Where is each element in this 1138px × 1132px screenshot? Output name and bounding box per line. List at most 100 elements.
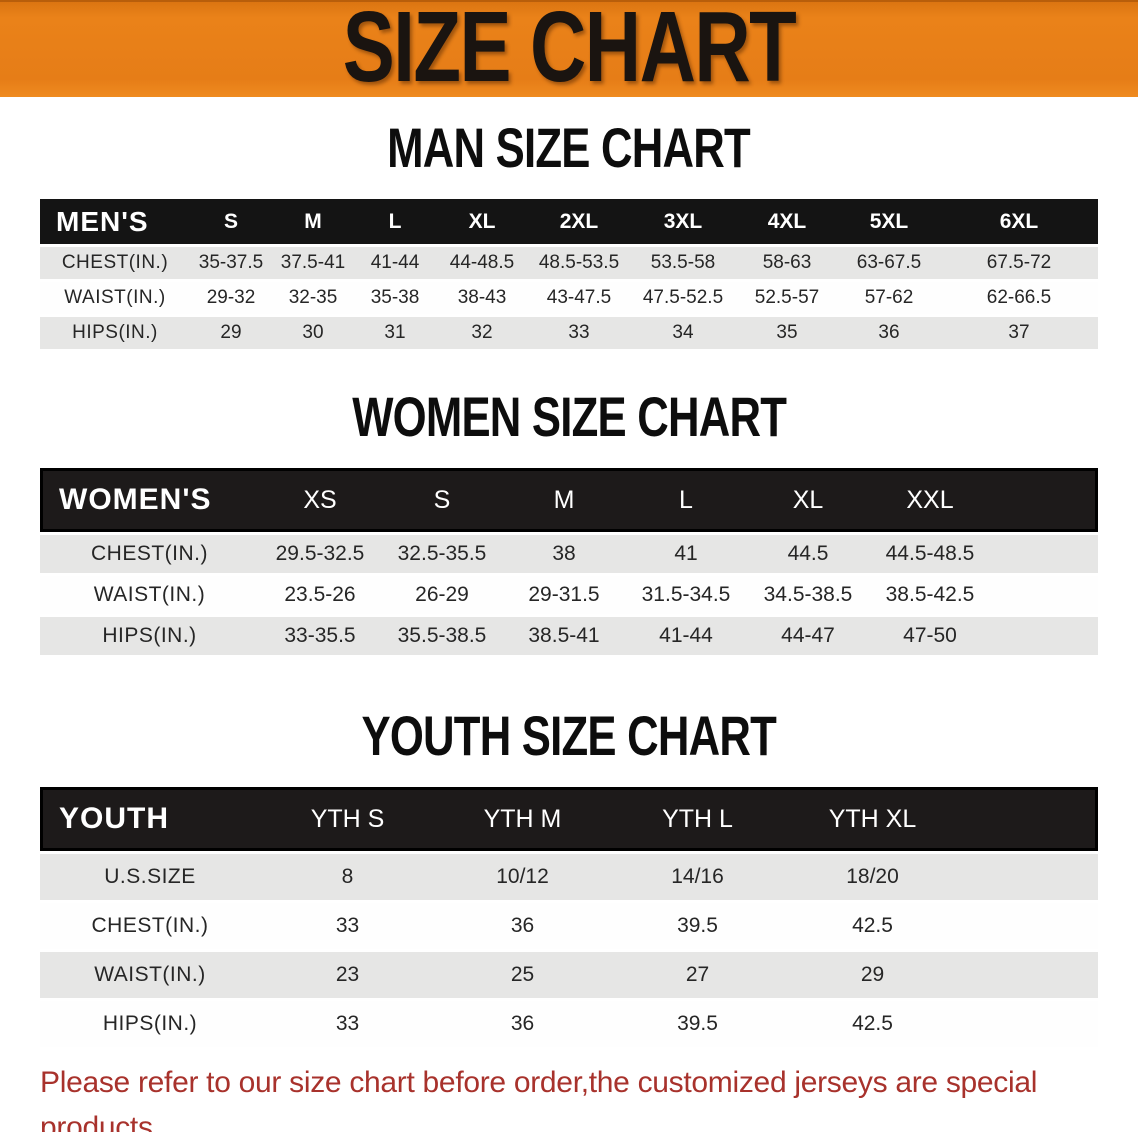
value-cell: 39.5 bbox=[610, 1001, 785, 1047]
value-cell: 53.5-58 bbox=[630, 247, 736, 279]
size-header-cell: YTH XL bbox=[785, 787, 960, 851]
youth-section-heading-text: YOUTH SIZE CHART bbox=[361, 704, 777, 767]
value-cell: 39.5 bbox=[610, 903, 785, 949]
size-header-cell: M bbox=[272, 199, 354, 244]
banner-title: SIZE CHART bbox=[342, 0, 797, 97]
value-cell: 26-29 bbox=[381, 576, 503, 614]
value-cell: 42.5 bbox=[785, 1001, 960, 1047]
value-cell: 36 bbox=[838, 317, 940, 349]
value-cell: 44.5 bbox=[747, 535, 869, 573]
value-cell: 62-66.5 bbox=[940, 282, 1098, 314]
value-cell: 36 bbox=[435, 903, 610, 949]
youth-section-heading: YOUTH SIZE CHART bbox=[0, 708, 1138, 764]
filler-cell bbox=[991, 576, 1098, 614]
value-cell: 33 bbox=[260, 903, 435, 949]
value-cell: 29 bbox=[190, 317, 272, 349]
men-section-heading-text: MAN SIZE CHART bbox=[387, 116, 752, 179]
row-label-cell: U.S.SIZE bbox=[40, 854, 260, 900]
men-table-wrap: MEN'S S M L XL 2XL 3XL 4XL 5XL 6XL CHEST(IN.) 35-37… bbox=[40, 196, 1098, 352]
men-size-table: MEN'S S M L XL 2XL 3XL 4XL 5XL 6XL CHEST(IN.) 35-37… bbox=[40, 196, 1098, 352]
value-cell: 42.5 bbox=[785, 903, 960, 949]
value-cell: 57-62 bbox=[838, 282, 940, 314]
value-cell: 35-37.5 bbox=[190, 247, 272, 279]
size-header-cell: 2XL bbox=[528, 199, 630, 244]
value-cell: 23 bbox=[260, 952, 435, 998]
value-cell: 27 bbox=[610, 952, 785, 998]
table-row: WAIST(IN.) 23 25 27 29 bbox=[40, 952, 1098, 998]
row-label-cell: WAIST(IN.) bbox=[40, 952, 260, 998]
youth-section: YOUTH SIZE CHART YOUTH YTH S YTH M YTH L YTH… bbox=[0, 708, 1138, 1050]
size-header-cell: M bbox=[503, 468, 625, 532]
value-cell: 47.5-52.5 bbox=[630, 282, 736, 314]
value-cell: 37.5-41 bbox=[272, 247, 354, 279]
value-cell: 35-38 bbox=[354, 282, 436, 314]
value-cell: 32 bbox=[436, 317, 528, 349]
value-cell: 47-50 bbox=[869, 617, 991, 655]
size-header-cell: YTH S bbox=[260, 787, 435, 851]
value-cell: 23.5-26 bbox=[259, 576, 381, 614]
men-section: MAN SIZE CHART MEN'S S M L XL 2XL 3XL 4XL 5XL 6XL… bbox=[0, 120, 1138, 352]
filler-cell bbox=[960, 854, 1098, 900]
women-section-heading-text: WOMEN SIZE CHART bbox=[351, 385, 787, 448]
value-cell: 67.5-72 bbox=[940, 247, 1098, 279]
men-section-heading: MAN SIZE CHART bbox=[0, 120, 1138, 176]
value-cell: 44-47 bbox=[747, 617, 869, 655]
filler-cell bbox=[960, 903, 1098, 949]
row-label-cell: CHEST(IN.) bbox=[40, 247, 190, 279]
filler-cell bbox=[991, 535, 1098, 573]
table-row: CHEST(IN.) 35-37.5 37.5-41 41-44 44-48.5 48.5… bbox=[40, 247, 1098, 279]
row-label-cell: HIPS(IN.) bbox=[40, 1001, 260, 1047]
value-cell: 38.5-42.5 bbox=[869, 576, 991, 614]
value-cell: 31 bbox=[354, 317, 436, 349]
size-header-cell: XL bbox=[747, 468, 869, 532]
value-cell: 52.5-57 bbox=[736, 282, 838, 314]
value-cell: 48.5-53.5 bbox=[528, 247, 630, 279]
value-cell: 38.5-41 bbox=[503, 617, 625, 655]
value-cell: 32.5-35.5 bbox=[381, 535, 503, 573]
size-header-cell: XL bbox=[436, 199, 528, 244]
table-row: U.S.SIZE 8 10/12 14/16 18/20 bbox=[40, 854, 1098, 900]
value-cell: 38 bbox=[503, 535, 625, 573]
value-cell: 44.5-48.5 bbox=[869, 535, 991, 573]
value-cell: 38-43 bbox=[436, 282, 528, 314]
size-header-cell: S bbox=[381, 468, 503, 532]
filler-cell bbox=[960, 1001, 1098, 1047]
filler-cell bbox=[960, 787, 1098, 851]
table-row: HIPS(IN.) 33 36 39.5 42.5 bbox=[40, 1001, 1098, 1047]
value-cell: 31.5-34.5 bbox=[625, 576, 747, 614]
table-row: CHEST(IN.) 33 36 39.5 42.5 bbox=[40, 903, 1098, 949]
size-header-cell: L bbox=[625, 468, 747, 532]
value-cell: 35 bbox=[736, 317, 838, 349]
value-cell: 8 bbox=[260, 854, 435, 900]
table-row: HIPS(IN.) 33-35.5 35.5-38.5 38.5-41 41-44 44-… bbox=[40, 617, 1098, 655]
filler-cell bbox=[991, 617, 1098, 655]
size-header-cell: 3XL bbox=[630, 199, 736, 244]
women-size-table: WOMEN'S XS S M L XL XXL CHEST(IN.) 29.5-32.5 32.5… bbox=[40, 465, 1098, 658]
value-cell: 29.5-32.5 bbox=[259, 535, 381, 573]
value-cell: 58-63 bbox=[736, 247, 838, 279]
row-label-cell: WAIST(IN.) bbox=[40, 576, 259, 614]
value-cell: 44-48.5 bbox=[436, 247, 528, 279]
size-header-cell: YTH M bbox=[435, 787, 610, 851]
value-cell: 29-31.5 bbox=[503, 576, 625, 614]
table-row: CHEST(IN.) 29.5-32.5 32.5-35.5 38 41 44.5 44.5… bbox=[40, 535, 1098, 573]
row-label-cell: HIPS(IN.) bbox=[40, 617, 259, 655]
youth-table-wrap: YOUTH YTH S YTH M YTH L YTH XL U.S.SIZE 8 10/12… bbox=[40, 784, 1098, 1050]
size-header-cell: 4XL bbox=[736, 199, 838, 244]
women-table-wrap: WOMEN'S XS S M L XL XXL CHEST(IN.) 29.5-32.5 32.5… bbox=[40, 465, 1098, 658]
men-corner-cell: MEN'S bbox=[40, 199, 190, 244]
value-cell: 63-67.5 bbox=[838, 247, 940, 279]
value-cell: 36 bbox=[435, 1001, 610, 1047]
value-cell: 33 bbox=[528, 317, 630, 349]
value-cell: 18/20 bbox=[785, 854, 960, 900]
value-cell: 14/16 bbox=[610, 854, 785, 900]
value-cell: 41-44 bbox=[354, 247, 436, 279]
table-row: WAIST(IN.) 23.5-26 26-29 29-31.5 31.5-34.5 34… bbox=[40, 576, 1098, 614]
size-header-cell: XXL bbox=[869, 468, 991, 532]
banner: SIZE CHART bbox=[0, 0, 1138, 97]
disclaimer-line-1: Please refer to our size chart before or… bbox=[40, 1066, 1038, 1132]
row-label-cell: WAIST(IN.) bbox=[40, 282, 190, 314]
value-cell: 30 bbox=[272, 317, 354, 349]
size-header-cell: 5XL bbox=[838, 199, 940, 244]
